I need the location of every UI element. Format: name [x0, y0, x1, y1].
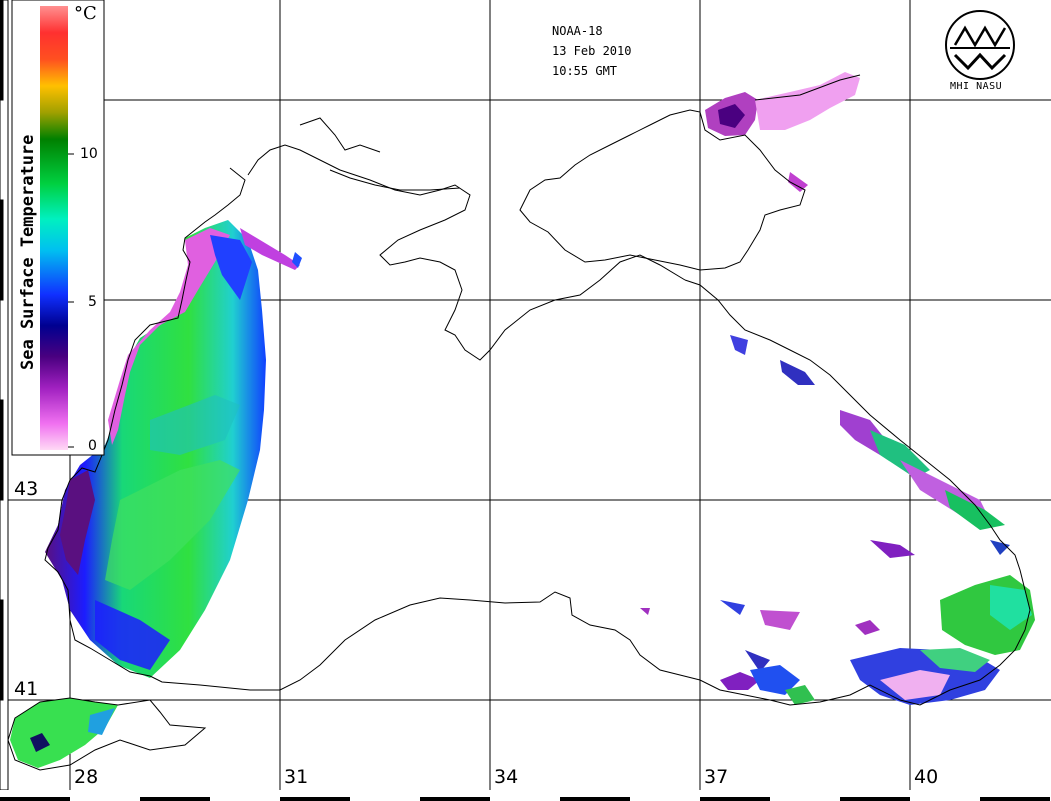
logo-text: MHI NASU	[950, 81, 1003, 92]
longitude-label-31: 31	[284, 766, 309, 788]
sst-marmara	[10, 698, 118, 768]
longitude-ruler	[0, 790, 1051, 801]
longitude-label-28: 28	[74, 766, 99, 788]
legend-tick-5: 5	[88, 294, 97, 310]
longitude-label-34: 34	[494, 766, 519, 788]
longitude-label-37: 37	[704, 766, 729, 788]
satellite-name: NOAA-18	[552, 24, 603, 38]
mhi-nasu-emblem-icon	[945, 10, 1015, 80]
legend	[11, 0, 105, 456]
legend-colorbar	[40, 6, 68, 450]
acquisition-time: 10:55 GMT	[552, 64, 618, 78]
legend-tick-10: 10	[80, 146, 98, 162]
legend-unit: °C	[74, 3, 97, 24]
legend-tick-0: 0	[88, 438, 97, 454]
latitude-ruler	[0, 0, 9, 791]
longitude-label-40: 40	[914, 766, 939, 788]
latitude-label-41: 41	[14, 678, 39, 700]
sst-azov	[705, 72, 860, 192]
latitude-label-43: 43	[14, 478, 39, 500]
sst-east-patches	[640, 335, 1035, 705]
coastline	[7, 74, 1031, 771]
sst-west-shelf	[45, 220, 302, 678]
acquisition-date: 13 Feb 2010	[552, 44, 632, 58]
